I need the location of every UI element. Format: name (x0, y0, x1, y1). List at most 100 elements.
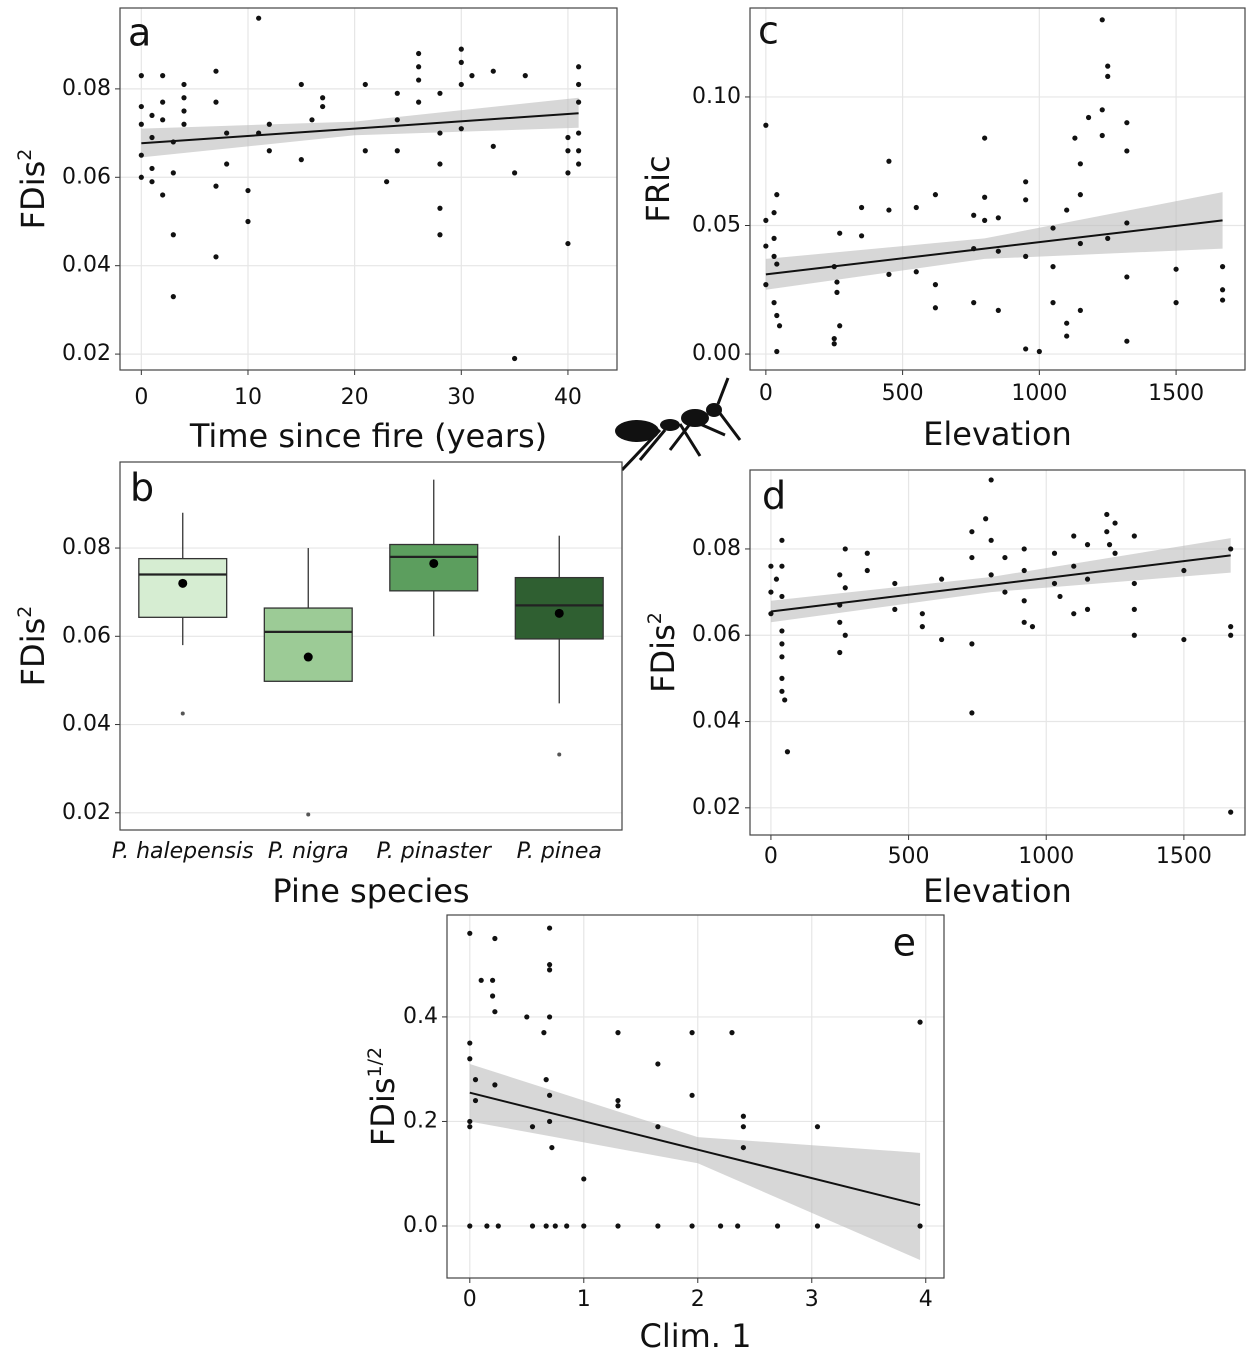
data-point (771, 300, 777, 306)
data-point (565, 148, 571, 154)
data-point (1077, 161, 1083, 167)
y-axis-title-superscript: 2 (644, 612, 666, 624)
data-point (467, 1040, 473, 1046)
data-point (740, 1124, 746, 1130)
data-point (784, 749, 791, 755)
x-tick-label: 20 (341, 385, 369, 410)
data-point (779, 628, 785, 634)
data-point (546, 1118, 553, 1125)
data-point (394, 117, 400, 123)
outlier (306, 812, 311, 817)
data-point (1021, 567, 1027, 574)
box (138, 557, 228, 618)
data-point (416, 50, 422, 57)
data-point (982, 135, 988, 141)
data-point (1057, 593, 1063, 600)
y-axis-title: FDis2 (14, 606, 53, 687)
x-tick-label: 10 (234, 385, 262, 410)
data-point (1112, 520, 1118, 526)
mean-point (429, 558, 439, 568)
data-point (1077, 307, 1083, 313)
data-point (774, 312, 780, 319)
data-point (469, 73, 475, 79)
data-point (655, 1061, 661, 1067)
x-axis-title: Pine species (272, 872, 469, 910)
plot-background (120, 8, 617, 370)
data-point (774, 1223, 781, 1229)
box (514, 576, 604, 640)
x-tick-label: 4 (919, 1287, 933, 1312)
data-point (774, 192, 780, 198)
data-point (362, 148, 368, 154)
data-point (524, 1014, 530, 1020)
data-point (768, 589, 774, 595)
data-point (149, 134, 155, 141)
data-point (546, 967, 553, 973)
data-point (779, 654, 785, 660)
y-tick-label: 0.02 (62, 341, 111, 366)
data-point (576, 130, 582, 136)
x-tick-label: 1000 (1018, 844, 1074, 869)
mean-point (554, 608, 564, 618)
x-tick-label: 0 (764, 844, 778, 869)
data-point (298, 157, 304, 163)
data-point (1064, 333, 1070, 339)
data-point (779, 563, 785, 569)
data-point (1124, 148, 1130, 154)
data-point (546, 962, 553, 968)
data-point (1131, 580, 1137, 587)
data-point (1099, 107, 1105, 113)
data-point (1099, 17, 1105, 23)
data-point (932, 305, 939, 311)
data-point (213, 68, 219, 74)
plot-border (119, 7, 618, 371)
data-point (1228, 546, 1234, 552)
data-point (779, 593, 785, 600)
data-point (458, 59, 464, 65)
y-tick-label: 0.08 (62, 76, 111, 101)
y-axis-title: FRic (639, 155, 677, 222)
data-point (565, 240, 571, 247)
data-point (489, 977, 496, 983)
data-point (437, 205, 443, 211)
x-tick-label: P. nigra (268, 839, 349, 864)
data-point (437, 90, 443, 96)
data-point (138, 103, 144, 110)
data-point (892, 606, 898, 612)
data-point (458, 81, 464, 88)
data-point (1228, 809, 1234, 815)
data-point (181, 108, 187, 114)
data-point (771, 253, 777, 259)
data-point (932, 192, 939, 198)
x-tick-label: 2 (691, 1287, 705, 1312)
y-tick-label: 0.4 (403, 1004, 438, 1029)
data-point (814, 1124, 821, 1130)
data-point (1050, 264, 1056, 270)
y-tick-label: 0.08 (62, 535, 111, 560)
data-point (394, 90, 400, 96)
data-point (576, 99, 582, 105)
x-tick-label: 1 (577, 1287, 591, 1312)
data-point (541, 1030, 547, 1036)
x-tick-label: 500 (888, 844, 930, 869)
data-point (467, 1056, 473, 1062)
data-point (576, 161, 582, 167)
data-point (181, 81, 187, 88)
plot-background (750, 470, 1245, 835)
y-tick-label: 0.2 (403, 1108, 438, 1133)
data-point (771, 235, 777, 241)
data-point (170, 294, 176, 300)
y-axis-title-superscript: 2 (14, 606, 36, 618)
plot-border (749, 7, 1246, 371)
data-point (689, 1223, 695, 1229)
data-point (763, 282, 769, 288)
data-point (886, 271, 892, 277)
x-axis-title: Elevation (923, 872, 1072, 910)
panel-label: a (128, 11, 151, 55)
data-point (615, 1223, 621, 1229)
y-axis-title-main: FDis (14, 161, 52, 230)
data-point (1124, 274, 1130, 280)
data-point (995, 248, 1001, 254)
panel-label: e (893, 921, 916, 965)
